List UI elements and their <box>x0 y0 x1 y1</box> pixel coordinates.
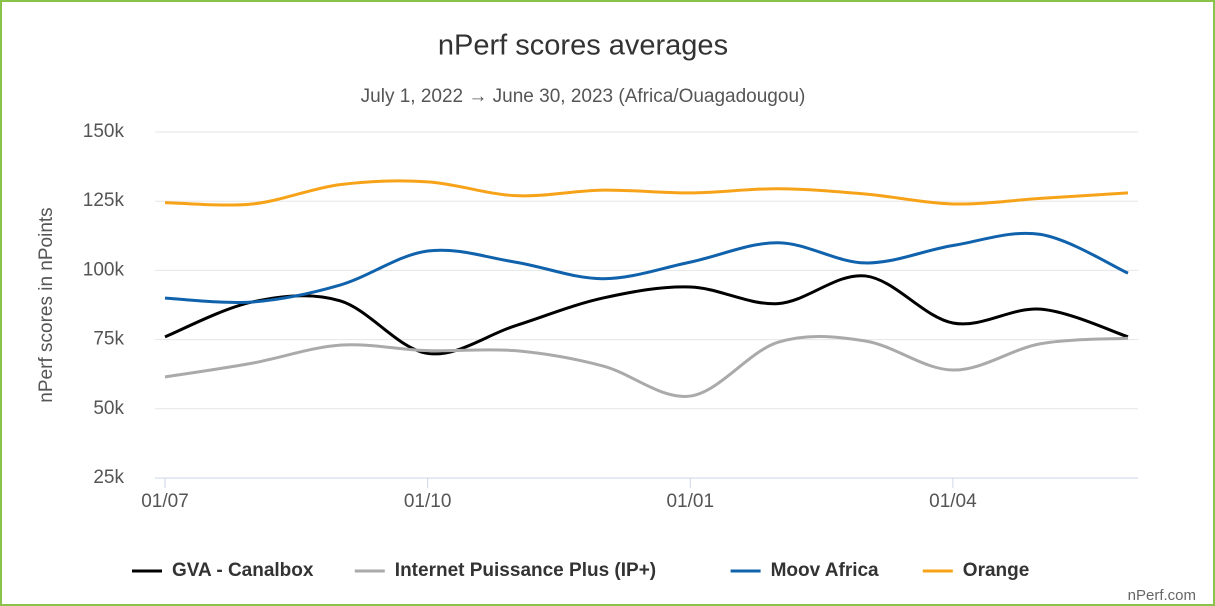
y-tick-label: 150k <box>83 121 125 142</box>
chart-subtitle: July 1, 2022 → June 30, 2023 (Africa/Oua… <box>361 86 806 107</box>
series-line <box>164 231 1129 304</box>
y-tick-label: 25k <box>93 467 124 488</box>
x-tick-label: 01/04 <box>929 491 977 512</box>
legend-label: Internet Puissance Plus (IP+) <box>395 560 656 581</box>
legend-label: Moov Africa <box>771 560 879 581</box>
source: nPerf.com <box>1128 587 1196 604</box>
y-tick-label: 125k <box>83 190 125 211</box>
y-tick-label: 100k <box>83 259 125 280</box>
x-tick-label: 01/07 <box>141 491 189 512</box>
y-tick-label: 75k <box>93 329 124 350</box>
y-axis-label: nPerf scores in nPoints <box>36 207 57 402</box>
series-line <box>164 274 1129 356</box>
y-tick-label: 50k <box>93 398 124 419</box>
series-line <box>164 179 1129 207</box>
chart-title: nPerf scores averages <box>438 30 728 62</box>
legend-label: GVA - Canalbox <box>172 560 314 581</box>
series-line <box>164 335 1129 398</box>
legend-label: Orange <box>963 560 1030 581</box>
x-tick-label: 01/10 <box>404 491 452 512</box>
x-tick-label: 01/01 <box>666 491 714 512</box>
